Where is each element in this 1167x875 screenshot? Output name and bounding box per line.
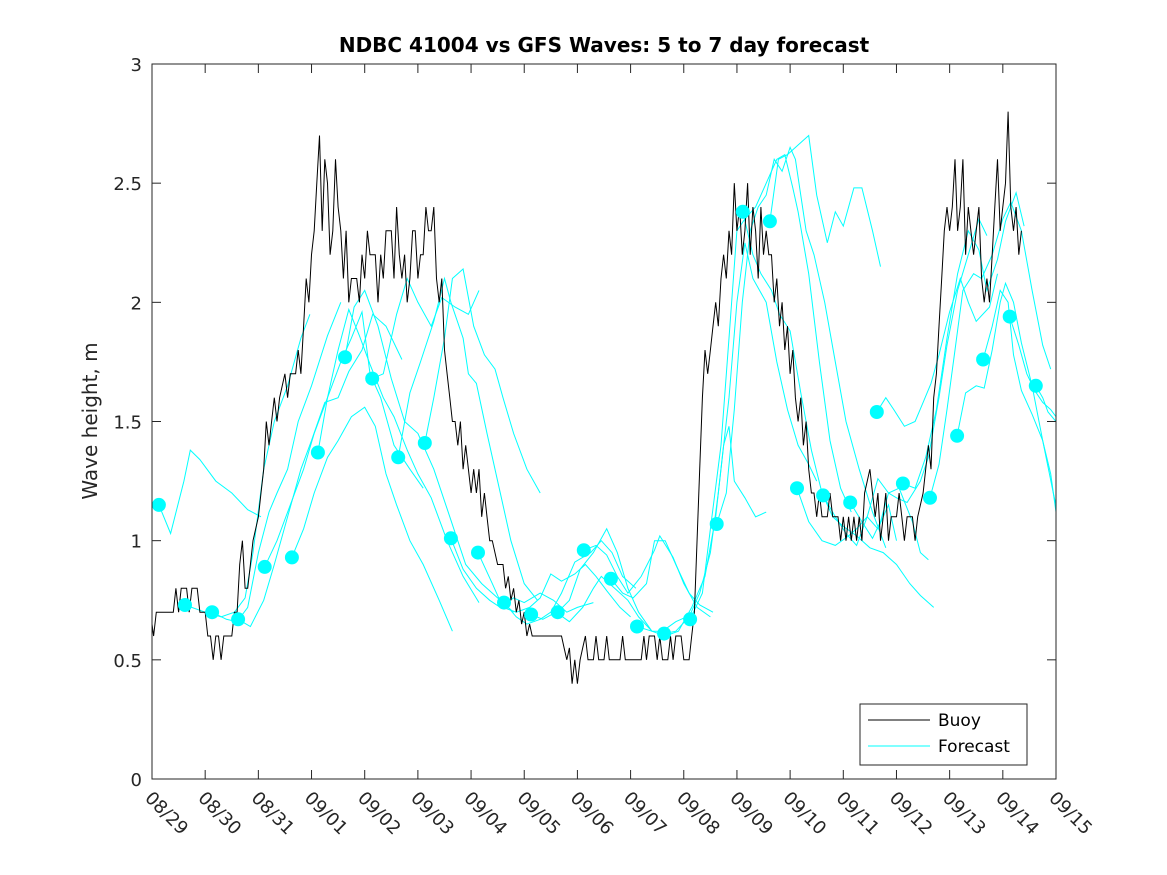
forecast-line-5: [291, 406, 453, 632]
forecast-line-23: [769, 134, 881, 267]
forecast-line-28: [902, 190, 1025, 489]
forecast-marker-11: [443, 531, 458, 546]
forecast-marker-7: [338, 350, 352, 365]
forecast-marker-17: [603, 571, 618, 586]
legend: Buoy Forecast: [859, 703, 1028, 766]
forecast-marker-8: [365, 371, 380, 386]
y-tick-label: 1: [131, 532, 142, 553]
forecast-marker-27: [869, 405, 884, 419]
y-tick-label: 0.5: [113, 651, 142, 672]
forecast-line-29: [929, 200, 1052, 498]
forecast-marker-0: [152, 497, 166, 512]
forecast-marker-4: [257, 559, 272, 574]
y-tick-label: 1.5: [113, 413, 142, 434]
forecast-marker-9: [391, 450, 406, 465]
legend-forecast-label: Forecast: [938, 737, 1010, 757]
forecast-marker-29: [923, 490, 937, 505]
forecast-marker-3: [231, 612, 246, 627]
plot-content: [152, 111, 1056, 684]
y-tick-label: 2.5: [113, 174, 142, 195]
forecast-marker-13: [497, 595, 511, 610]
forecast-marker-15: [550, 605, 565, 620]
y-tick-label: 3: [131, 55, 142, 76]
chart-title: NDBC 41004 vs GFS Waves: 5 to 7 day fore…: [339, 33, 870, 57]
forecast-marker-1: [178, 598, 192, 612]
forecast-marker-24: [790, 481, 804, 496]
legend-buoy-label: Buoy: [938, 711, 981, 731]
plot-area: [152, 64, 1056, 779]
y-tick-label: 2: [131, 293, 142, 314]
series-group: [152, 111, 1056, 684]
forecast-marker-2: [205, 605, 220, 620]
forecast-line-10: [424, 268, 541, 494]
forecast-line-7: [344, 289, 514, 613]
forecast-marker-5: [284, 550, 299, 565]
forecast-line-22: [742, 211, 935, 608]
forecast-marker-32: [1002, 309, 1017, 324]
forecast-marker-12: [471, 545, 485, 560]
forecast-marker-19: [657, 626, 672, 641]
forecast-line-9: [397, 276, 538, 601]
forecast-marker-22: [735, 204, 750, 219]
forecast-marker-6: [310, 445, 325, 460]
forecast-marker-33: [1028, 378, 1043, 393]
forecast-marker-18: [630, 619, 644, 634]
forecast-marker-28: [895, 476, 910, 491]
forecast-line-26: [849, 217, 988, 540]
forecast-line-27: [876, 273, 998, 427]
y-tick-label: 0: [131, 770, 142, 791]
legend-box: [859, 703, 1028, 766]
forecast-marker-10: [417, 436, 432, 450]
y-axis-label: Wave height, m: [78, 342, 102, 499]
forecast-marker-14: [524, 607, 539, 622]
forecast-line-8: [372, 277, 480, 380]
forecast-marker-21: [709, 517, 724, 531]
forecast-marker-20: [683, 612, 698, 627]
forecast-line-0: [158, 449, 262, 536]
forecast-marker-23: [762, 214, 777, 229]
buoy-line: [152, 111, 1022, 684]
forecast-marker-26: [843, 495, 858, 510]
forecast-line-21: [716, 146, 887, 548]
forecast-marker-25: [816, 488, 831, 503]
forecast-line-6: [317, 307, 480, 603]
forecast-marker-31: [976, 352, 991, 367]
forecast-marker-16: [576, 543, 591, 558]
forecast-marker-30: [950, 428, 965, 443]
forecast-line-31: [982, 289, 1056, 513]
